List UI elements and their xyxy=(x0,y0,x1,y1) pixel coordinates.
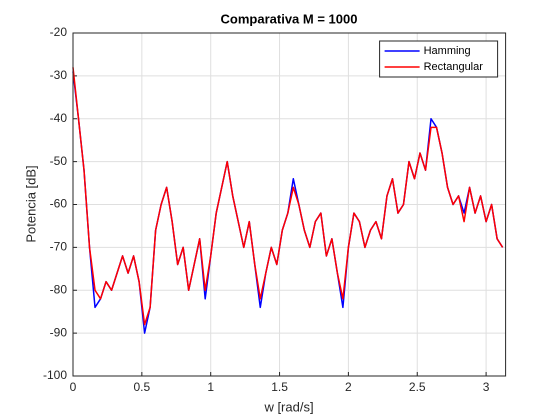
axes-box xyxy=(72,32,507,377)
y-tick-label: -80 xyxy=(50,282,68,296)
legend-label: Rectangular xyxy=(424,61,484,73)
y-tick-label: -20 xyxy=(50,25,68,39)
y-tick-label: -30 xyxy=(50,68,68,82)
x-tick-label: 0.5 xyxy=(134,380,151,394)
x-axis-label: w [rad/s] xyxy=(263,399,313,414)
y-axis-label: Potencia [dB] xyxy=(23,165,38,242)
x-tick-label: 1 xyxy=(207,380,214,394)
x-tick-label: 3 xyxy=(483,380,490,394)
y-tick-label: -90 xyxy=(50,325,68,339)
x-tick-label: 1.5 xyxy=(271,380,288,394)
y-tick-label: -50 xyxy=(50,154,68,168)
legend-box xyxy=(379,40,499,78)
legend-label: Hamming xyxy=(424,45,471,57)
x-tick-label: 2 xyxy=(345,380,352,394)
x-tick-label: 0 xyxy=(70,380,77,394)
series-line xyxy=(72,67,504,326)
chart-title: Comparativa M = 1000 xyxy=(221,11,358,26)
y-tick-label: -70 xyxy=(50,240,68,254)
y-tick-label: -60 xyxy=(50,197,68,211)
x-tick-label: 2.5 xyxy=(409,380,426,394)
y-tick-label: -40 xyxy=(50,111,68,125)
y-tick-label: -100 xyxy=(43,368,67,382)
